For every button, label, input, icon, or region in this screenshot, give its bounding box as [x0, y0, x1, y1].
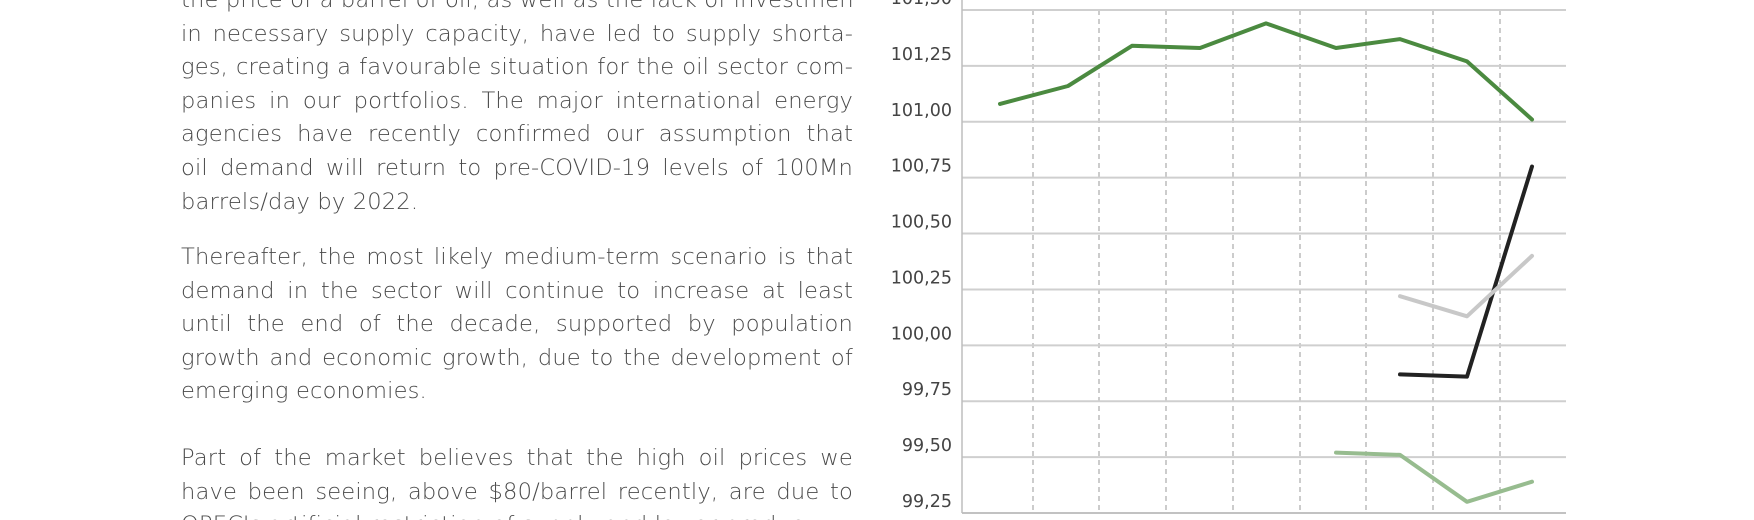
text-line: barrels/day by 2022. — [181, 188, 419, 215]
series-line-light-green — [1334, 450, 1534, 504]
text-line: oil demand will return to pre-COVID-19 l… — [181, 154, 853, 181]
text-line: in necessary supply capacity, have led t… — [181, 20, 853, 47]
text-line: Part of the market believes that the hig… — [181, 445, 853, 471]
text-line: ges, creating a favourable situation for… — [181, 54, 853, 81]
y-tick-label: 100,50 — [891, 213, 952, 233]
text-line: agencies have recently confirmed our ass… — [181, 121, 853, 148]
paragraph-market-beliefs: Part of the market believes that the hig… — [181, 442, 853, 520]
y-tick-label: 100,25 — [891, 268, 952, 288]
text-line: the price of a barrel of oil, as well as… — [181, 0, 853, 13]
series-line-light-gray — [1398, 253, 1534, 319]
series-line-black — [1398, 164, 1534, 379]
text-line: have been seeing, above $80/barrel recen… — [181, 478, 853, 505]
y-tick-label: 101,00 — [891, 101, 952, 121]
paragraph-medium-term-scenario: Thereafter, the most likely medium-term … — [181, 241, 853, 409]
y-tick-label: 99,75 — [902, 380, 952, 400]
y-tick-label: 100,00 — [891, 324, 952, 344]
text-line: until the end of the decade, supported b… — [181, 311, 853, 338]
text-line: demand in the sector will continue to in… — [181, 277, 853, 304]
y-tick-label: 101,25 — [891, 45, 952, 65]
y-tick-label: 101,50 — [891, 0, 952, 9]
text-line: OPEC's artificial restriction of supply … — [181, 509, 853, 520]
y-tick-label: 99,25 — [902, 492, 952, 512]
text-line: growth and economic growth, due to the d… — [181, 344, 853, 371]
text-line: panies in our portfolios. The major inte… — [181, 87, 853, 114]
y-tick-label: 100,75 — [891, 157, 952, 177]
y-tick-label: 99,50 — [902, 436, 952, 456]
text-line: emerging economies. — [181, 378, 427, 405]
series-line-dark-green — [998, 21, 1534, 122]
text-line: Thereafter, the most likely medium-term … — [181, 244, 853, 270]
paragraph-oil-supply: the price of a barrel of oil, as well as… — [181, 0, 853, 219]
text-column: the price of a barrel of oil, as well as… — [181, 0, 853, 520]
